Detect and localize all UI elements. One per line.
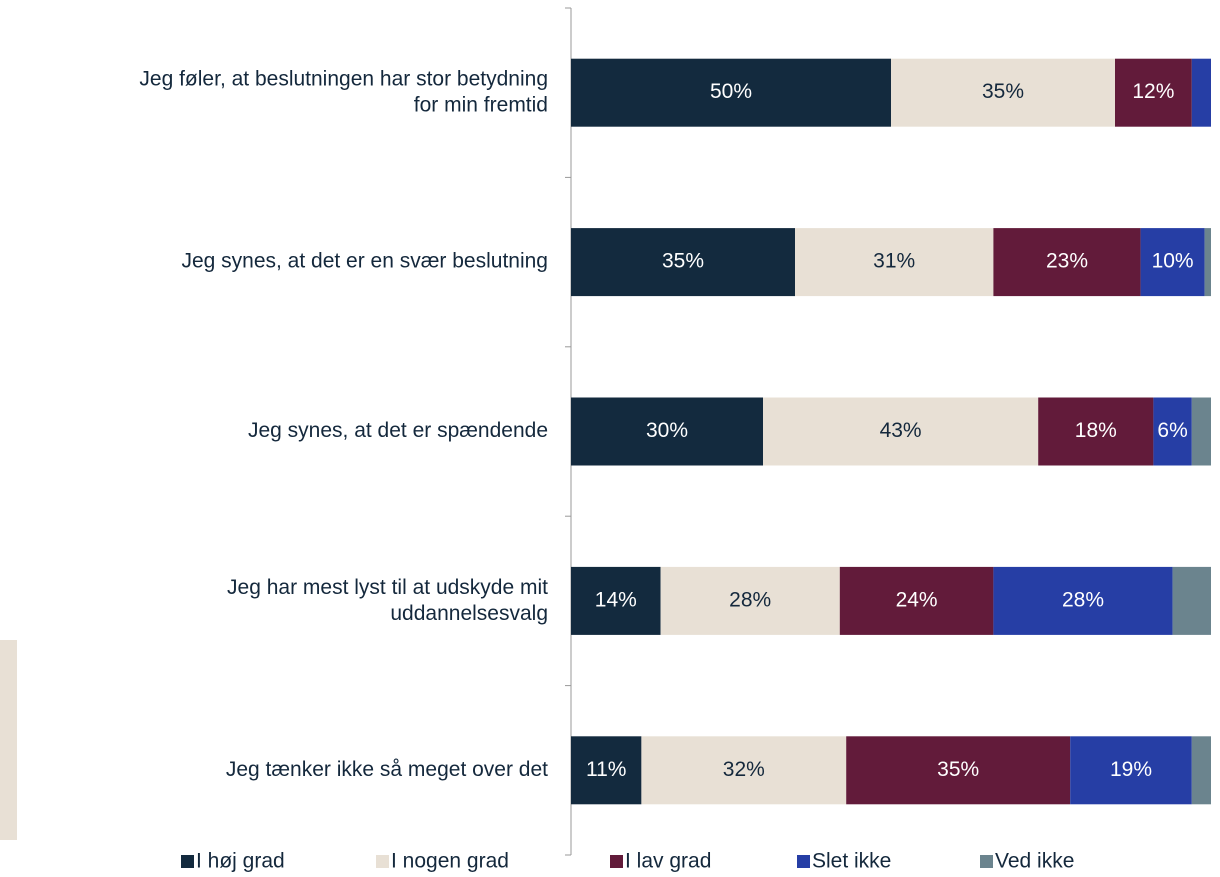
- legend-label: Slet ikke: [812, 850, 891, 873]
- bar-segment: [571, 397, 763, 466]
- category-label: Jeg tænker ikke så meget over det: [226, 758, 548, 781]
- bar-segment: [1038, 397, 1154, 466]
- bar-segment: [1070, 736, 1192, 805]
- legend-swatch: [610, 855, 623, 868]
- value-label: 35%: [662, 250, 704, 273]
- value-label: 11%: [586, 758, 626, 781]
- value-label: 35%: [937, 758, 979, 781]
- side-decoration: [0, 640, 17, 840]
- value-label: 28%: [729, 588, 771, 611]
- bar-segment: [993, 228, 1141, 297]
- category-label: Jeg har mest lyst til at udskyde mit udda…: [227, 575, 548, 624]
- legend-swatch: [376, 855, 389, 868]
- value-label: 43%: [880, 419, 922, 442]
- category-label: Jeg synes, at det er en svær beslutning: [181, 250, 548, 273]
- value-label: 35%: [982, 80, 1024, 103]
- value-label: 23%: [1046, 250, 1088, 273]
- legend-swatch: [181, 855, 194, 868]
- legend-swatch: [797, 855, 810, 868]
- value-label: 32%: [723, 758, 765, 781]
- bar-segment: [795, 228, 994, 297]
- bar-segment: [641, 736, 847, 805]
- value-label: 28%: [1062, 588, 1104, 611]
- bar-segment: [1191, 58, 1211, 127]
- value-label: 24%: [896, 588, 938, 611]
- bar-segment: [1191, 736, 1211, 805]
- legend-swatch: [980, 855, 993, 868]
- bar-segment: [571, 566, 661, 635]
- value-label: 19%: [1110, 758, 1152, 781]
- bar-segment: [660, 566, 840, 635]
- bar-segment: [571, 736, 642, 805]
- legend-label: I høj grad: [196, 850, 285, 873]
- bar-segment: [846, 736, 1071, 805]
- bar-segment: [993, 566, 1173, 635]
- bar-segment: [1191, 397, 1211, 466]
- value-label: 50%: [710, 80, 752, 103]
- bar-segment: [839, 566, 994, 635]
- category-label: Jeg synes, at det er spændende: [248, 419, 548, 442]
- value-label: 6%: [1157, 419, 1187, 442]
- category-label: Jeg føler, at beslutningen har stor bety…: [139, 67, 548, 116]
- bar-segment: [1204, 228, 1211, 297]
- value-label: 12%: [1132, 80, 1174, 103]
- value-label: 18%: [1075, 419, 1117, 442]
- legend-label: I lav grad: [625, 850, 711, 873]
- bar-segment: [1115, 58, 1192, 127]
- value-label: 30%: [646, 419, 688, 442]
- value-label: 14%: [595, 588, 637, 611]
- bar-segment: [571, 58, 891, 127]
- legend-label: Ved ikke: [995, 850, 1074, 873]
- value-label: 10%: [1152, 250, 1194, 273]
- bar-segment: [1153, 397, 1192, 466]
- bar-segment: [891, 58, 1115, 127]
- bar-segment: [763, 397, 1039, 466]
- legend-label: I nogen grad: [391, 850, 509, 873]
- bar-segment: [571, 228, 795, 297]
- value-label: 31%: [873, 250, 915, 273]
- bar-segment: [1140, 228, 1205, 297]
- bar-segment: [1172, 566, 1211, 635]
